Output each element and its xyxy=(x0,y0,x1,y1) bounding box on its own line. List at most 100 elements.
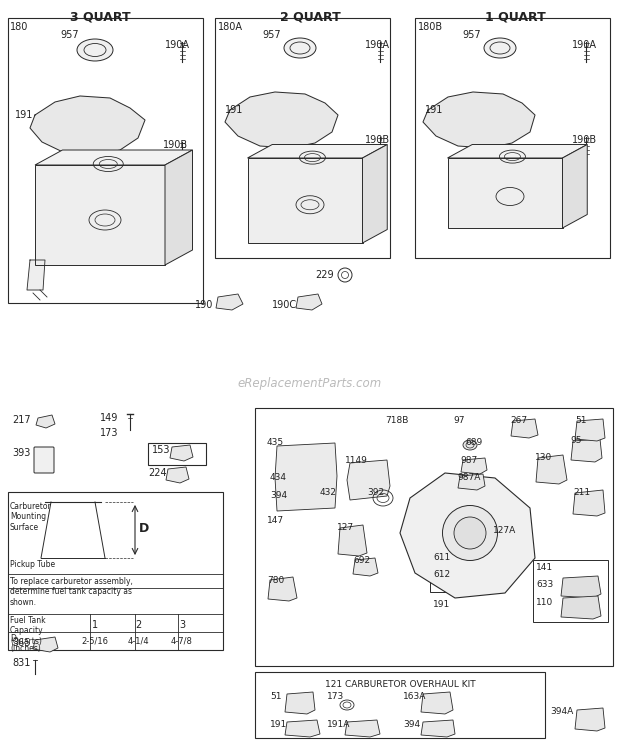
Text: Pickup Tube: Pickup Tube xyxy=(10,560,55,569)
Text: 689: 689 xyxy=(465,438,482,447)
Text: Fuel Tank
Capacity
(Quarts): Fuel Tank Capacity (Quarts) xyxy=(10,616,46,646)
Polygon shape xyxy=(225,92,338,148)
Polygon shape xyxy=(35,165,165,265)
Polygon shape xyxy=(511,419,538,438)
Text: 121 CARBURETOR OVERHAUL KIT: 121 CARBURETOR OVERHAUL KIT xyxy=(325,680,476,689)
Text: 191: 191 xyxy=(225,105,244,115)
Polygon shape xyxy=(285,692,315,714)
Text: 365: 365 xyxy=(12,638,30,648)
Text: 191A: 191A xyxy=(327,720,350,729)
Polygon shape xyxy=(268,577,297,601)
Text: 434: 434 xyxy=(270,473,287,482)
Polygon shape xyxy=(30,96,145,155)
Text: 394: 394 xyxy=(270,491,287,500)
Bar xyxy=(148,443,206,465)
Text: 2 QUART: 2 QUART xyxy=(280,10,340,23)
Text: 147: 147 xyxy=(267,516,284,525)
Text: 2-5/16: 2-5/16 xyxy=(81,636,108,645)
Text: 1 QUART: 1 QUART xyxy=(485,10,546,23)
Text: 173: 173 xyxy=(327,692,344,701)
Polygon shape xyxy=(165,150,192,265)
Text: 957: 957 xyxy=(262,30,281,40)
Ellipse shape xyxy=(454,517,486,549)
Text: 394A: 394A xyxy=(550,707,574,716)
Text: 957: 957 xyxy=(462,30,480,40)
FancyBboxPatch shape xyxy=(34,447,54,473)
Polygon shape xyxy=(561,576,601,598)
Polygon shape xyxy=(575,708,605,731)
Polygon shape xyxy=(423,92,535,148)
Polygon shape xyxy=(247,158,363,243)
Bar xyxy=(215,18,390,258)
Text: 1149: 1149 xyxy=(345,456,368,465)
Polygon shape xyxy=(170,445,193,461)
Polygon shape xyxy=(363,144,388,243)
Text: 987A: 987A xyxy=(457,473,480,482)
Text: 633: 633 xyxy=(536,580,553,589)
Text: 190: 190 xyxy=(195,300,213,310)
Ellipse shape xyxy=(463,440,477,450)
Bar xyxy=(533,560,608,622)
Text: Carburetor
Mounting
Surface: Carburetor Mounting Surface xyxy=(10,502,51,532)
Text: 3 QUART: 3 QUART xyxy=(69,10,130,23)
Bar xyxy=(430,566,468,592)
Bar xyxy=(8,18,203,303)
Polygon shape xyxy=(400,473,535,598)
Text: 163A: 163A xyxy=(403,692,427,701)
Text: 432: 432 xyxy=(320,488,337,497)
Text: 267: 267 xyxy=(510,416,527,425)
Polygon shape xyxy=(285,720,320,737)
Polygon shape xyxy=(166,467,189,483)
Text: 435: 435 xyxy=(267,438,284,447)
Text: D
(Inches): D (Inches) xyxy=(10,634,41,653)
Text: 987: 987 xyxy=(460,456,477,465)
Text: 110: 110 xyxy=(536,598,553,607)
Polygon shape xyxy=(338,525,367,556)
Bar xyxy=(255,672,545,738)
Text: 190A: 190A xyxy=(365,40,390,50)
Bar xyxy=(415,18,610,258)
Text: 191: 191 xyxy=(270,720,287,729)
Text: 190B: 190B xyxy=(572,135,597,145)
Polygon shape xyxy=(461,458,487,474)
Text: 4-7/8: 4-7/8 xyxy=(171,636,193,645)
Polygon shape xyxy=(27,260,45,290)
Polygon shape xyxy=(562,144,587,228)
Ellipse shape xyxy=(484,38,516,58)
Text: 4-1/4: 4-1/4 xyxy=(127,636,149,645)
Bar xyxy=(255,408,613,666)
Text: 180B: 180B xyxy=(418,22,443,32)
Ellipse shape xyxy=(77,39,113,61)
Text: 692: 692 xyxy=(353,556,370,565)
Polygon shape xyxy=(421,692,453,714)
Text: 190B: 190B xyxy=(163,140,188,150)
Text: 2: 2 xyxy=(135,620,141,630)
Text: 612: 612 xyxy=(433,570,450,579)
Text: 3: 3 xyxy=(179,620,185,630)
Ellipse shape xyxy=(284,38,316,58)
Text: 180: 180 xyxy=(10,22,29,32)
Polygon shape xyxy=(458,474,485,490)
Text: eReplacementParts.com: eReplacementParts.com xyxy=(238,376,382,390)
Text: 224: 224 xyxy=(148,468,167,478)
Text: To replace carburetor assembly,
determine fuel tank capacity as
shown.: To replace carburetor assembly, determin… xyxy=(10,577,133,607)
Text: 51: 51 xyxy=(575,416,587,425)
Text: 130: 130 xyxy=(535,453,552,462)
Polygon shape xyxy=(421,720,455,737)
Polygon shape xyxy=(275,443,337,511)
Text: 95: 95 xyxy=(570,436,582,445)
Text: 211: 211 xyxy=(573,488,590,497)
Text: 394: 394 xyxy=(403,720,420,729)
Polygon shape xyxy=(536,455,567,484)
Polygon shape xyxy=(571,439,602,462)
Text: 190A: 190A xyxy=(165,40,190,50)
Text: 190A: 190A xyxy=(572,40,597,50)
Polygon shape xyxy=(345,720,380,737)
Text: 127A: 127A xyxy=(493,526,516,535)
Polygon shape xyxy=(33,637,58,652)
Polygon shape xyxy=(347,460,390,500)
Text: 180A: 180A xyxy=(218,22,243,32)
Polygon shape xyxy=(575,419,605,441)
Text: 141: 141 xyxy=(536,563,553,572)
Text: 229: 229 xyxy=(315,270,334,280)
